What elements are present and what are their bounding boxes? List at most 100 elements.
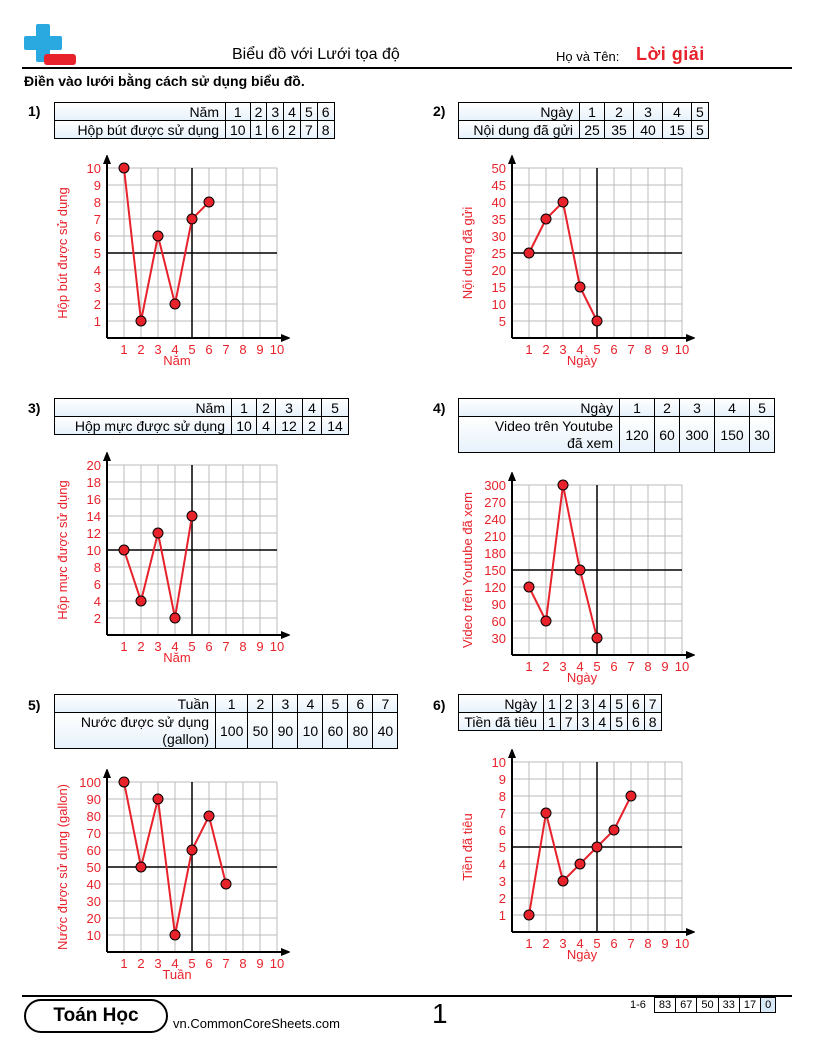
y-tick-label: 20 <box>87 911 101 926</box>
data-point <box>169 929 181 941</box>
table-cell: 4 <box>714 398 750 417</box>
problem-number-3: 3) <box>28 400 41 416</box>
table-cell: 30 <box>749 416 775 453</box>
page-title: Biểu đồ với Lưới tọa độ <box>232 46 400 63</box>
table-cell: 40 <box>633 120 663 139</box>
data-point <box>523 909 535 921</box>
y-axis-label: Nội dung đã gửi <box>460 207 475 300</box>
y-tick-label: 45 <box>492 178 506 193</box>
y-tick-label: 10 <box>492 755 506 770</box>
score-cell: 67 <box>675 997 698 1013</box>
table-cell: 8 <box>316 120 335 139</box>
table-cell: 1 <box>231 398 257 417</box>
score-cell: 50 <box>696 997 719 1013</box>
data-point <box>186 844 198 856</box>
problem-number-6: 6) <box>433 697 446 713</box>
y-axis-label: Nước được sử dụng (gallon) <box>55 784 70 950</box>
table-cell: 100 <box>214 712 249 749</box>
data-point <box>557 479 569 491</box>
x-tick-label: 9 <box>256 639 263 654</box>
table-cell: 4 <box>283 102 301 121</box>
data-point <box>152 230 164 242</box>
x-tick-label: 4 <box>171 342 178 357</box>
y-axis-arrow <box>508 472 516 481</box>
table-cell: 2 <box>249 102 268 121</box>
data-point <box>591 632 603 644</box>
data-point <box>625 790 637 802</box>
x-tick-label: 1 <box>120 956 127 971</box>
footer-rule <box>22 995 792 997</box>
y-tick-label: 20 <box>492 263 506 278</box>
data-point <box>135 315 147 327</box>
table-cell: 1 <box>249 120 268 139</box>
table-cell: 3 <box>576 712 595 731</box>
x-axis-arrow <box>281 948 290 956</box>
data-point <box>118 776 130 788</box>
table-cell: 7 <box>559 712 578 731</box>
y-tick-label: 40 <box>492 195 506 210</box>
table-cell: 7 <box>299 120 318 139</box>
table-cell: 300 <box>679 416 715 453</box>
problem-number-1: 1) <box>28 103 41 119</box>
data-point <box>574 858 586 870</box>
data-point <box>118 162 130 174</box>
table-cell: 4 <box>302 398 322 417</box>
x-axis-arrow <box>686 651 695 659</box>
table-cell: 4 <box>593 694 612 713</box>
x-tick-label: 5 <box>188 956 195 971</box>
header-rule <box>22 67 792 69</box>
x-tick-label: 2 <box>542 342 549 357</box>
data-point <box>152 793 164 805</box>
y-tick-label: 5 <box>499 840 506 855</box>
table-cell: 60 <box>322 712 349 749</box>
table-cell: 5 <box>749 398 775 417</box>
x-tick-label: 10 <box>270 342 284 357</box>
x-axis-arrow <box>686 928 695 936</box>
x-tick-label: 1 <box>525 659 532 674</box>
y-axis-arrow <box>508 749 516 758</box>
table-cell: 35 <box>604 120 634 139</box>
x-tick-label: 6 <box>205 639 212 654</box>
y-tick-label: 1 <box>499 908 506 923</box>
table-header: Hộp mực được sử dụng <box>54 416 232 435</box>
data-point <box>591 315 603 327</box>
table-cell: 12 <box>275 416 303 435</box>
table-header: Nước được sử dụng (gallon) <box>54 712 216 749</box>
data-point <box>540 807 552 819</box>
y-axis-arrow <box>508 155 516 164</box>
problem-number-4: 4) <box>433 400 446 416</box>
table-header-line: Nước được sử dụng <box>80 713 209 730</box>
y-tick-label: 100 <box>79 775 101 790</box>
score-range: 1-6 <box>630 999 646 1011</box>
x-axis-label: Tuần <box>162 967 191 982</box>
y-tick-label: 7 <box>94 212 101 227</box>
y-axis-label: Hộp mực được sử dụng <box>55 480 70 619</box>
table-cell: 1 <box>214 694 249 713</box>
table-header: Ngày <box>458 102 580 121</box>
y-tick-label: 30 <box>87 894 101 909</box>
data-point <box>574 281 586 293</box>
table-cell: 3 <box>679 398 715 417</box>
y-tick-label: 30 <box>492 229 506 244</box>
chart-4: 1 2 3 4 5 6 7 8 9 10 30 60 90 120 150 180 210 240 270 300 Ng… <box>460 472 695 685</box>
table-cell: 5 <box>321 398 349 417</box>
table-cell: 3 <box>576 694 595 713</box>
score-cell: 0 <box>760 997 777 1013</box>
data-point <box>608 824 620 836</box>
y-tick-label: 2 <box>499 891 506 906</box>
site-url: vn.CommonCoreSheets.com <box>173 1016 340 1031</box>
x-tick-label: 8 <box>239 956 246 971</box>
table-header: Ngày <box>458 694 544 713</box>
table-cell: 4 <box>662 102 692 121</box>
table-cell: 4 <box>297 694 324 713</box>
table-cell: 3 <box>272 694 299 713</box>
table-cell: 1 <box>543 694 561 713</box>
y-axis-label: Video trên Youtube đã xem <box>460 492 475 648</box>
table-cell: 5 <box>691 102 709 121</box>
y-axis-label: Hộp bút được sử dụng <box>55 187 70 318</box>
table-cell: 80 <box>347 712 374 749</box>
